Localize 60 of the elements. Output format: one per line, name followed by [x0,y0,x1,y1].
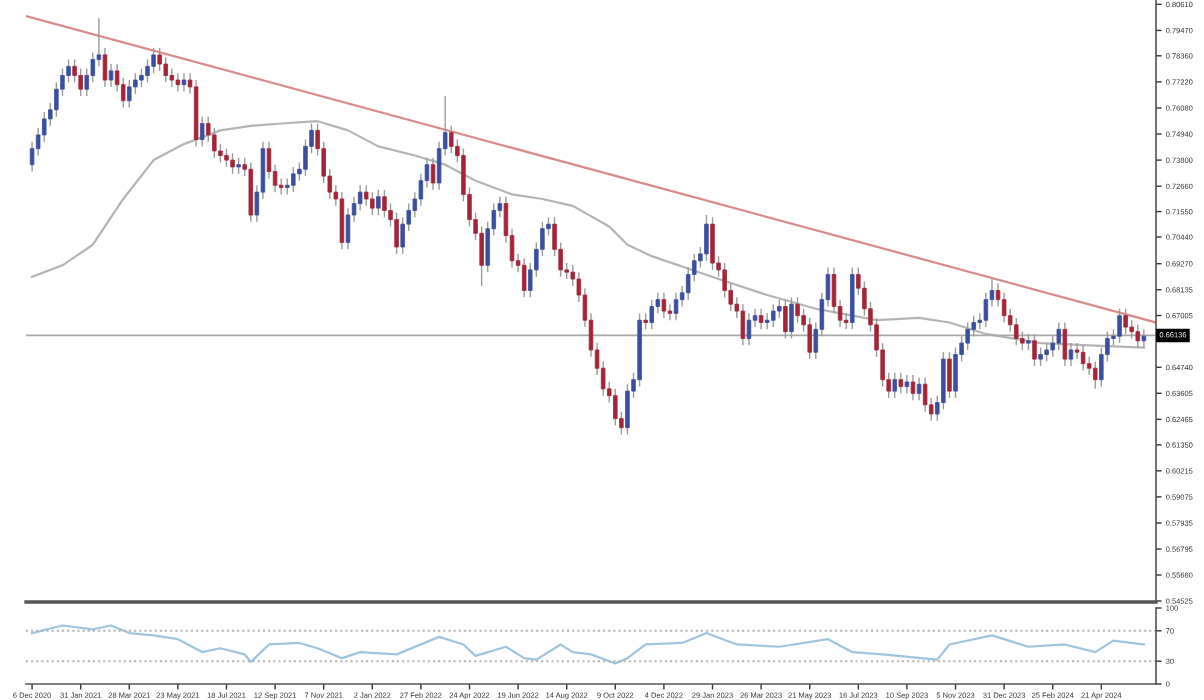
candlestick [163,56,168,84]
candlestick [224,147,229,168]
candlestick [370,191,375,216]
candlestick [1117,308,1122,344]
candlestick [740,303,746,347]
candlestick [175,72,181,93]
candlestick [789,296,794,340]
line-series [30,624,1145,665]
candlestick [1038,346,1043,367]
candlestick [127,79,132,109]
candlestick [771,303,776,328]
candlestick [710,216,715,271]
candlestick [1032,333,1037,367]
candlestick [339,191,345,251]
candlestick [181,72,187,93]
candlestick [807,317,812,360]
candlestick [613,388,618,427]
candlestick [898,372,904,395]
candlestick [795,296,800,324]
candlestick [904,374,910,395]
candlestick [382,189,387,218]
candlestick [783,298,788,340]
candlestick [746,312,752,347]
candlestick [922,376,928,413]
candlestick [394,212,399,255]
candlestick [1123,308,1128,335]
candlestick [1062,321,1068,367]
candlestick [430,157,436,191]
candlestick [758,308,764,331]
candlestick [673,292,679,321]
candlestick [764,312,770,331]
candlestick [1135,324,1141,349]
candlestick [449,125,454,154]
candlestick [704,214,709,262]
candlestick [1093,360,1098,390]
candlestick [777,298,782,319]
candlestick [649,298,654,331]
candlestick [947,351,952,399]
candlestick [199,115,205,148]
candlestick [1014,317,1019,347]
candlestick [1001,292,1007,324]
candlestick [1068,342,1074,367]
candlestick [521,257,527,299]
candlestick [1044,342,1049,363]
candlestick [151,47,156,74]
candlestick [1080,344,1086,372]
candlestick [363,184,369,207]
candlestick [661,292,667,319]
candlestick [1056,321,1062,351]
candlestick [910,374,916,401]
candlestick [248,161,254,223]
candlestick [376,189,381,216]
candlestick [916,376,922,401]
candlestick [78,67,83,97]
candlestick [108,63,114,88]
candlestick [139,67,144,88]
candlestick [230,152,235,175]
candlestick [892,372,898,399]
candlestick [291,166,296,193]
candlestick [1141,328,1147,349]
